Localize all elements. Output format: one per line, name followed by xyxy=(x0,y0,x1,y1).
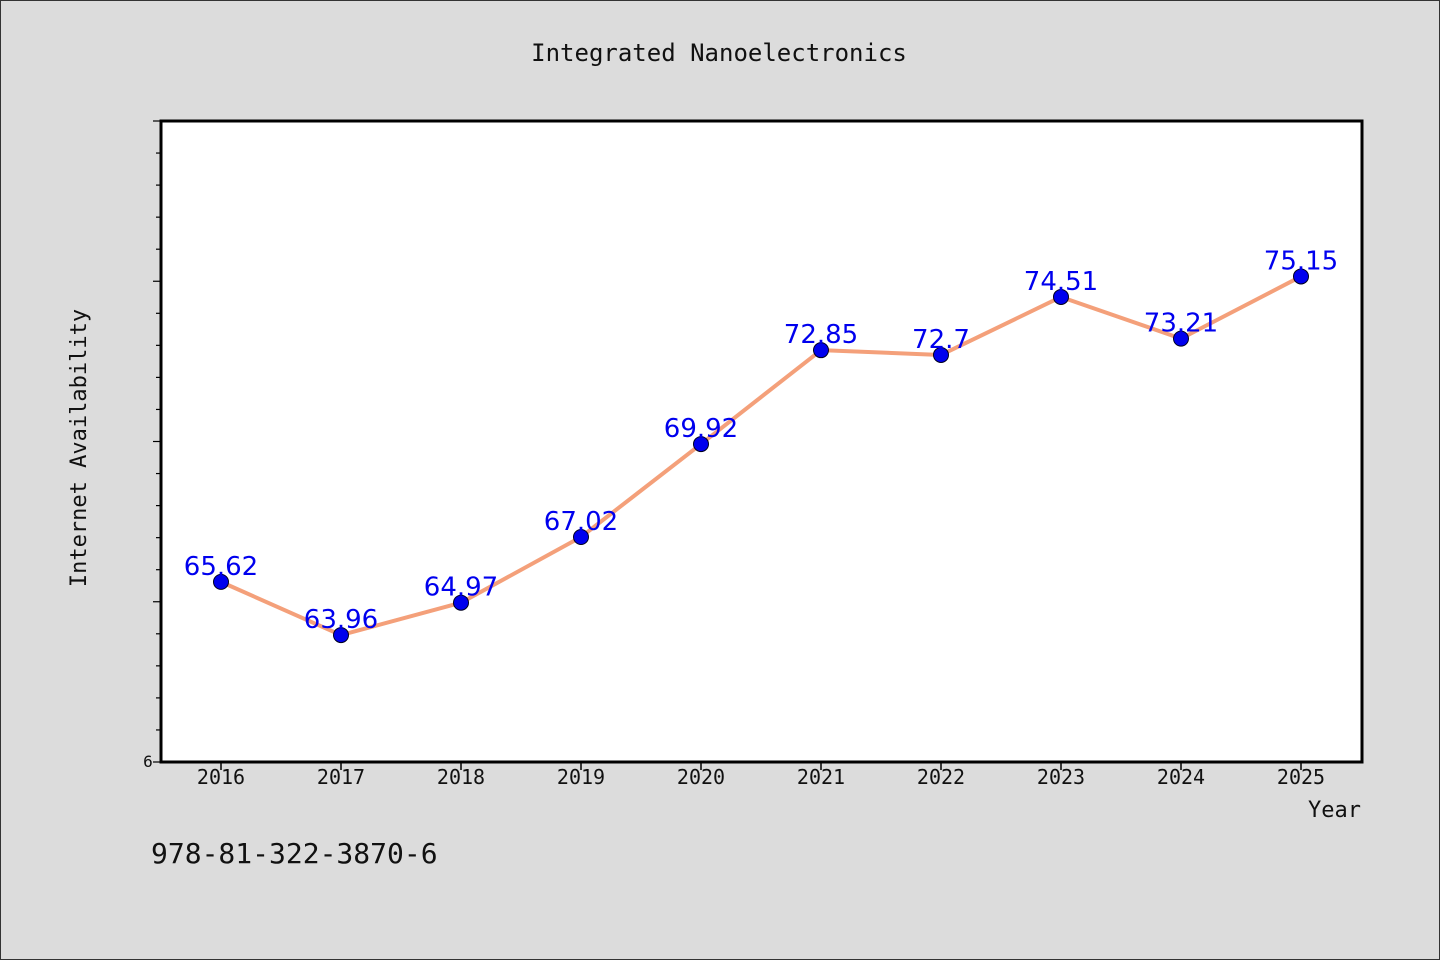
plot-area xyxy=(159,119,1364,764)
data-label: 64.97 xyxy=(424,573,498,603)
x-tick-label: 2016 xyxy=(197,765,245,789)
data-point xyxy=(1053,288,1069,305)
data-point xyxy=(813,342,829,359)
series-line xyxy=(219,274,1303,638)
data-point xyxy=(1293,268,1309,285)
y-axis-ticks xyxy=(153,120,161,763)
data-label: 72.85 xyxy=(784,320,858,350)
x-tick-label: 2021 xyxy=(797,765,845,789)
data-label: 74.51 xyxy=(1024,267,1098,297)
x-tick-label: 2023 xyxy=(1037,765,1085,789)
x-tick-label: 2025 xyxy=(1277,765,1325,789)
y-axis-label: Internet Availability xyxy=(67,309,92,587)
x-tick-label: 2017 xyxy=(317,765,365,789)
x-tick-label: 2022 xyxy=(917,765,965,789)
data-label: 69.92 xyxy=(664,414,738,444)
data-point xyxy=(573,529,589,546)
data-label: 67.02 xyxy=(544,507,618,537)
x-tick-label: 2024 xyxy=(1157,765,1205,789)
x-tick-label: 2019 xyxy=(557,765,605,789)
data-label: 65.62 xyxy=(184,552,258,582)
data-point xyxy=(333,627,349,644)
data-label: 63.96 xyxy=(304,605,378,635)
x-axis-ticks: 2016 2017 2018 2019 2020 2021 2022 2023 2024 2025 xyxy=(197,762,1325,789)
data-label: 72.7 xyxy=(912,325,970,355)
x-tick-label: 2018 xyxy=(437,765,485,789)
isbn-text: 978-81-322-3870-6 xyxy=(151,837,438,870)
data-point xyxy=(213,573,229,590)
series-group: 65.62 63.96 64.97 67.02 69.92 72.85 72.7 74.51 7… xyxy=(184,246,1338,644)
data-point xyxy=(933,346,949,363)
data-label: 73.21 xyxy=(1144,309,1218,339)
data-point xyxy=(1173,330,1189,347)
data-point xyxy=(453,594,469,611)
y-axis-bottom-label: 6 xyxy=(143,752,153,771)
x-axis-label: Year xyxy=(1308,798,1361,823)
chart-title: Integrated Nanoelectronics xyxy=(531,39,907,67)
data-point xyxy=(693,436,709,453)
data-label: 75.15 xyxy=(1264,246,1338,276)
x-tick-label: 2020 xyxy=(677,765,725,789)
